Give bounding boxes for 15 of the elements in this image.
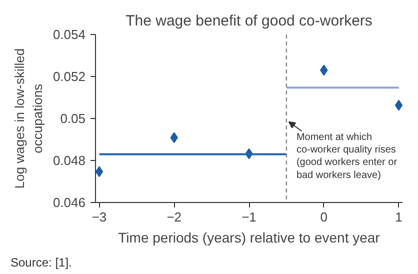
y-tick-label: 0.054	[52, 27, 86, 42]
x-tick-label: −2	[166, 210, 182, 224]
x-tick-label: −3	[92, 210, 107, 224]
x-tick-label: 1	[395, 210, 402, 224]
y-tick-label: 0.048	[52, 153, 86, 168]
source-note: Source: [1].	[10, 256, 72, 270]
ref-line-label: Moment at which co-worker quality rises (good workers enter or bad workers leave)	[296, 132, 398, 181]
chart-title: The wage benefit of good co-workers	[126, 12, 372, 30]
y-tick-label: 0.046	[52, 195, 86, 210]
y-tick-label: 0.052	[52, 69, 86, 84]
x-axis-title: Time periods (years) relative to event year	[118, 230, 380, 246]
y-tick-label: 0.05	[60, 111, 86, 126]
x-tick-label: 0	[320, 210, 328, 224]
y-axis-title: Log wages in low-skilled occupations	[12, 48, 45, 189]
x-tick-label: −1	[242, 210, 256, 224]
